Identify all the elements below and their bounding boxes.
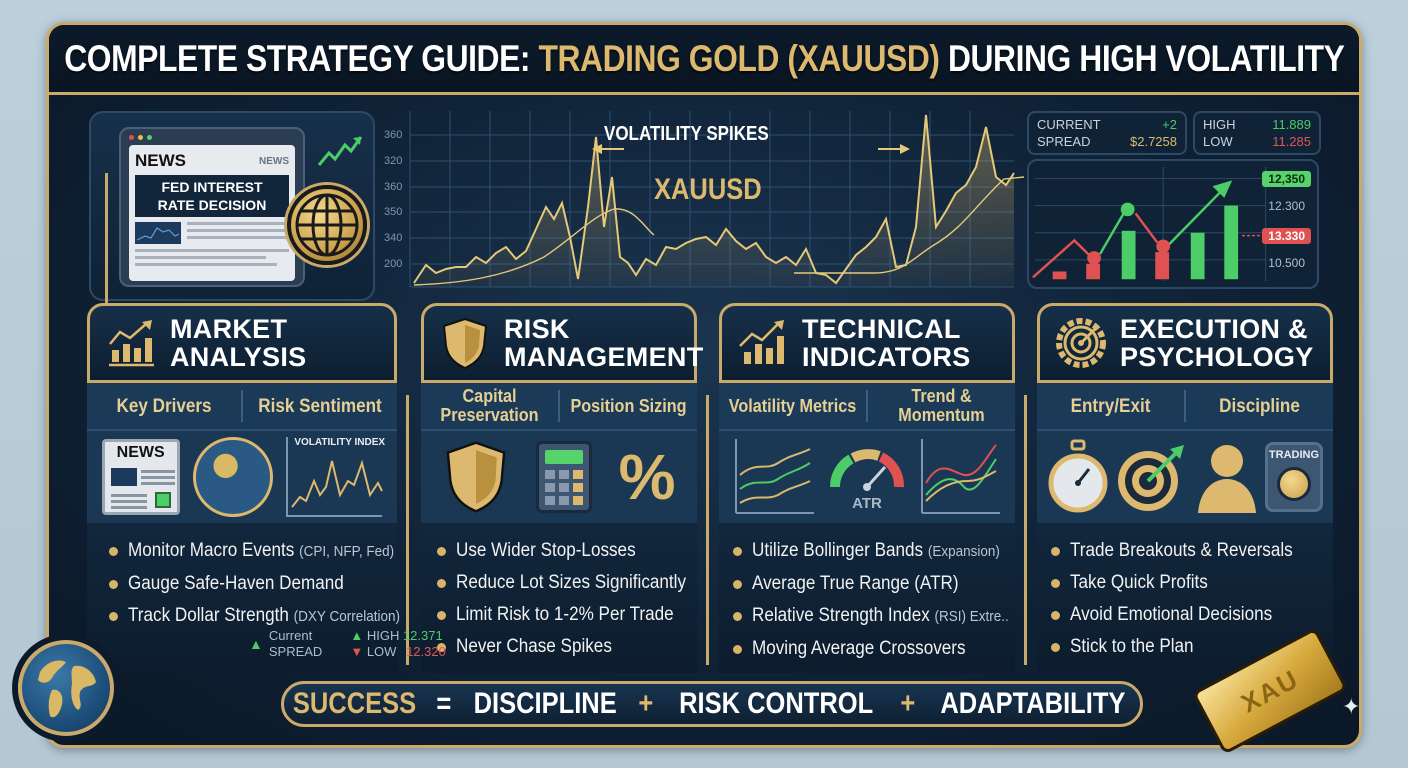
success-formula-banner: SUCCESS = DISCIPLINE + RISK CONTROL + AD…: [281, 681, 1143, 727]
spread-footer: ▲ Current SPREAD ▲ HIGH 12.371 ▼ LOW 12.…: [249, 628, 446, 659]
bullet-item: Reduce Lot Sizes Significantly: [437, 567, 697, 599]
price-axis-label: 12.300: [1268, 199, 1305, 213]
trading-button-icon: TRADING: [1264, 442, 1323, 512]
news-title: NEWS: [135, 151, 186, 170]
card-title: RISK MANAGEMENT: [504, 314, 704, 372]
price-chart-svg: [409, 111, 1025, 288]
card-execution-psychology: EXECUTION & PSYCHOLOGY Entry/Exit Discipl…: [1037, 303, 1333, 673]
card-title: MARKET ANALYSIS: [170, 314, 307, 372]
bollinger-bands-icon: [734, 439, 814, 514]
bullet-item: Trade Breakouts & Reversals: [1051, 535, 1333, 567]
bullet-item: Never Chase Spikes: [437, 631, 697, 663]
bar-chart-trend-icon: [104, 316, 158, 370]
y-tick: 360: [384, 129, 403, 141]
card-market-analysis: MARKET ANALYSIS Key Drivers Risk Sentimen…: [87, 303, 409, 673]
card-subheading: Position Sizing: [570, 395, 687, 416]
high-low-box: HIGH 11.889 LOW 11.285: [1193, 111, 1321, 155]
xauusd-price-chart: 360 320 360 350 340 200 VOLATILITY SPIKE…: [374, 107, 1025, 293]
person-icon: [1197, 445, 1256, 513]
decorative-rail: [105, 173, 108, 323]
globe-icon: [192, 437, 273, 517]
card-risk-management: RISK MANAGEMENT Capital Preservation Posi…: [421, 303, 709, 673]
card-subheading: Volatility Metrics: [728, 395, 857, 416]
y-tick: 350: [384, 206, 403, 218]
card-subheading: Risk Sentiment: [258, 395, 382, 417]
news-screen: NEWS NEWS FED INTEREST RATE DECISION: [129, 145, 295, 281]
moving-average-icon: [921, 439, 1001, 514]
newspaper-icon: NEWS: [101, 439, 180, 515]
percent-icon: %: [618, 441, 676, 513]
trend-up-icon: [317, 136, 363, 166]
stopwatch-icon: [1048, 439, 1108, 513]
bullet-item: Limit Risk to 1-2% Per Trade: [437, 599, 697, 631]
globe-icon: [287, 185, 367, 265]
y-tick: 200: [384, 258, 403, 270]
card-subheading: Capital Preservation: [440, 386, 539, 425]
card-technical-indicators: TECHNICAL INDICATORS Volatility Metrics T…: [719, 303, 1027, 673]
card-subheading: Trend & Momentum: [898, 386, 985, 425]
calculator-icon: [535, 441, 592, 513]
title-bar: COMPLETE STRATEGY GUIDE: TRADING GOLD (X…: [49, 25, 1359, 95]
bullet-item: Take Quick Profits: [1051, 567, 1333, 599]
gear-target-icon: [1054, 316, 1108, 370]
bullet-item: Avoid Emotional Decisions: [1051, 599, 1333, 631]
bullet-item: Average True Range (ATR): [733, 568, 1015, 600]
volatility-spikes-annotation: VOLATILITY SPIKES: [604, 123, 769, 145]
globe-icon: [18, 640, 114, 736]
bullet-item: Moving Average Crossovers: [733, 633, 1015, 665]
card-title: TECHNICAL INDICATORS: [802, 314, 971, 372]
infographic-frame: COMPLETE STRATEGY GUIDE: TRADING GOLD (X…: [46, 22, 1362, 748]
bullet-item: Stick to the Plan: [1051, 631, 1333, 663]
card-subheading: Key Drivers: [116, 395, 212, 417]
bullet-item: Track Dollar Strength (DXY Correlation): [109, 600, 400, 633]
bullet-item: Monitor Macro Events (CPI, NFP, Fed): [109, 535, 397, 568]
sparkle-icon: ✦: [1342, 694, 1361, 719]
card-title: EXECUTION & PSYCHOLOGY: [1120, 314, 1314, 372]
y-tick: 320: [384, 155, 403, 167]
bullet-item: Use Wider Stop-Losses: [437, 535, 697, 567]
price-tag-low: 13.330: [1262, 228, 1311, 244]
bullet-item: Gauge Safe-Haven Demand: [109, 568, 397, 600]
atr-gauge-icon: ATR: [825, 437, 909, 517]
volatility-index-chart-icon: VOLATILITY INDEX: [286, 437, 385, 517]
shield-icon: [438, 316, 492, 370]
decorative-rail: [706, 395, 709, 665]
current-spread-box: CURRENT +2 SPREAD $2.7258: [1027, 111, 1187, 155]
news-subtitle: NEWS: [259, 155, 289, 167]
page-title: COMPLETE STRATEGY GUIDE: TRADING GOLD (X…: [63, 37, 1345, 79]
down-arrow-icon: ▼: [350, 644, 364, 659]
monitor-icon: NEWS NEWS FED INTEREST RATE DECISION: [119, 127, 305, 287]
news-panel: NEWS NEWS FED INTEREST RATE DECISION: [89, 111, 375, 323]
bar-chart-trend-icon: [736, 316, 790, 370]
price-axis-label: 10.500: [1268, 256, 1305, 270]
y-tick: 340: [384, 232, 403, 244]
mini-candle-chart: 12,350 12.300 13.330 10.500: [1027, 159, 1319, 289]
card-subheading: Entry/Exit: [1070, 395, 1151, 417]
chart-symbol-label: XAUUSD: [654, 173, 762, 206]
bullet-item: Relative Strength Index (RSI) Extre..: [733, 600, 1015, 633]
shield-icon: [446, 441, 505, 513]
news-headline: FED INTEREST RATE DECISION: [135, 175, 289, 217]
spread-up-icon: ▲: [249, 636, 263, 652]
bullet-item: Utilize Bollinger Bands (Expansion): [733, 535, 1015, 568]
decorative-rail: [406, 395, 409, 665]
target-icon: [1118, 445, 1185, 511]
y-tick: 360: [384, 181, 403, 193]
decorative-rail: [1024, 395, 1027, 665]
price-tag-high: 12,350: [1262, 171, 1311, 187]
up-arrow-icon: ▲: [350, 628, 364, 643]
card-subheading: Discipline: [1219, 395, 1300, 417]
news-chart-thumbnail: [135, 222, 181, 244]
